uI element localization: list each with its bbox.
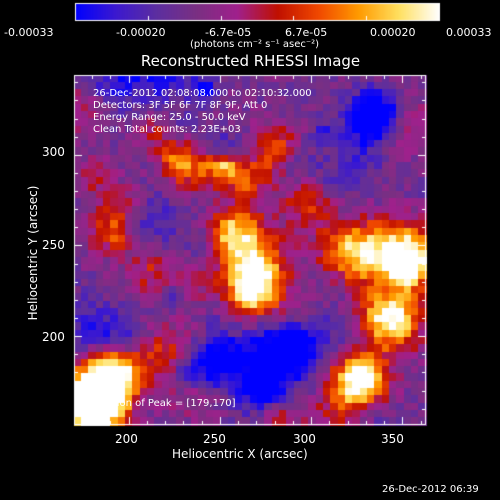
colorbar-tick-label: -0.00033: [4, 26, 54, 39]
plot-title: Reconstructed RHESSI Image: [140, 52, 361, 70]
y-tick-label: 250: [42, 238, 65, 252]
colorbar-units: (photons cm⁻² s⁻¹ asec⁻²): [190, 39, 320, 50]
clean-counts-annotation: Clean Total counts: 2.23E+03: [93, 124, 241, 135]
colorbar-tick-label: 0.00033: [446, 26, 492, 39]
colorbar-tick-label: -6.7e-05: [205, 26, 252, 39]
detectors-annotation: Detectors: 3F 5F 6F 7F 8F 9F, Att 0: [93, 100, 268, 111]
y-tick-label: 300: [42, 145, 65, 159]
energy-range-annotation: Energy Range: 25.0 - 50.0 keV: [93, 112, 246, 123]
y-tick-label: 200: [42, 330, 65, 344]
x-tick-label: 350: [381, 432, 404, 446]
time-range-annotation: 26-Dec-2012 02:08:08.000 to 02:10:32.000: [93, 88, 312, 99]
peak-position-annotation: Position of Peak = [179,170]: [93, 398, 236, 409]
x-tick-label: 200: [115, 432, 138, 446]
x-tick-label: 250: [203, 432, 226, 446]
colorbar-tick-label: 6.7e-05: [285, 26, 328, 39]
footer-timestamp: 26-Dec-2012 06:39: [382, 484, 479, 495]
x-axis-label: Heliocentric X (arcsec): [172, 447, 308, 461]
y-axis-label: Heliocentric Y (arcsec): [26, 185, 40, 321]
colorbar-tick-label: -0.00020: [116, 26, 166, 39]
x-tick-label: 300: [293, 432, 316, 446]
colorbar-tick-label: 0.00020: [370, 26, 416, 39]
